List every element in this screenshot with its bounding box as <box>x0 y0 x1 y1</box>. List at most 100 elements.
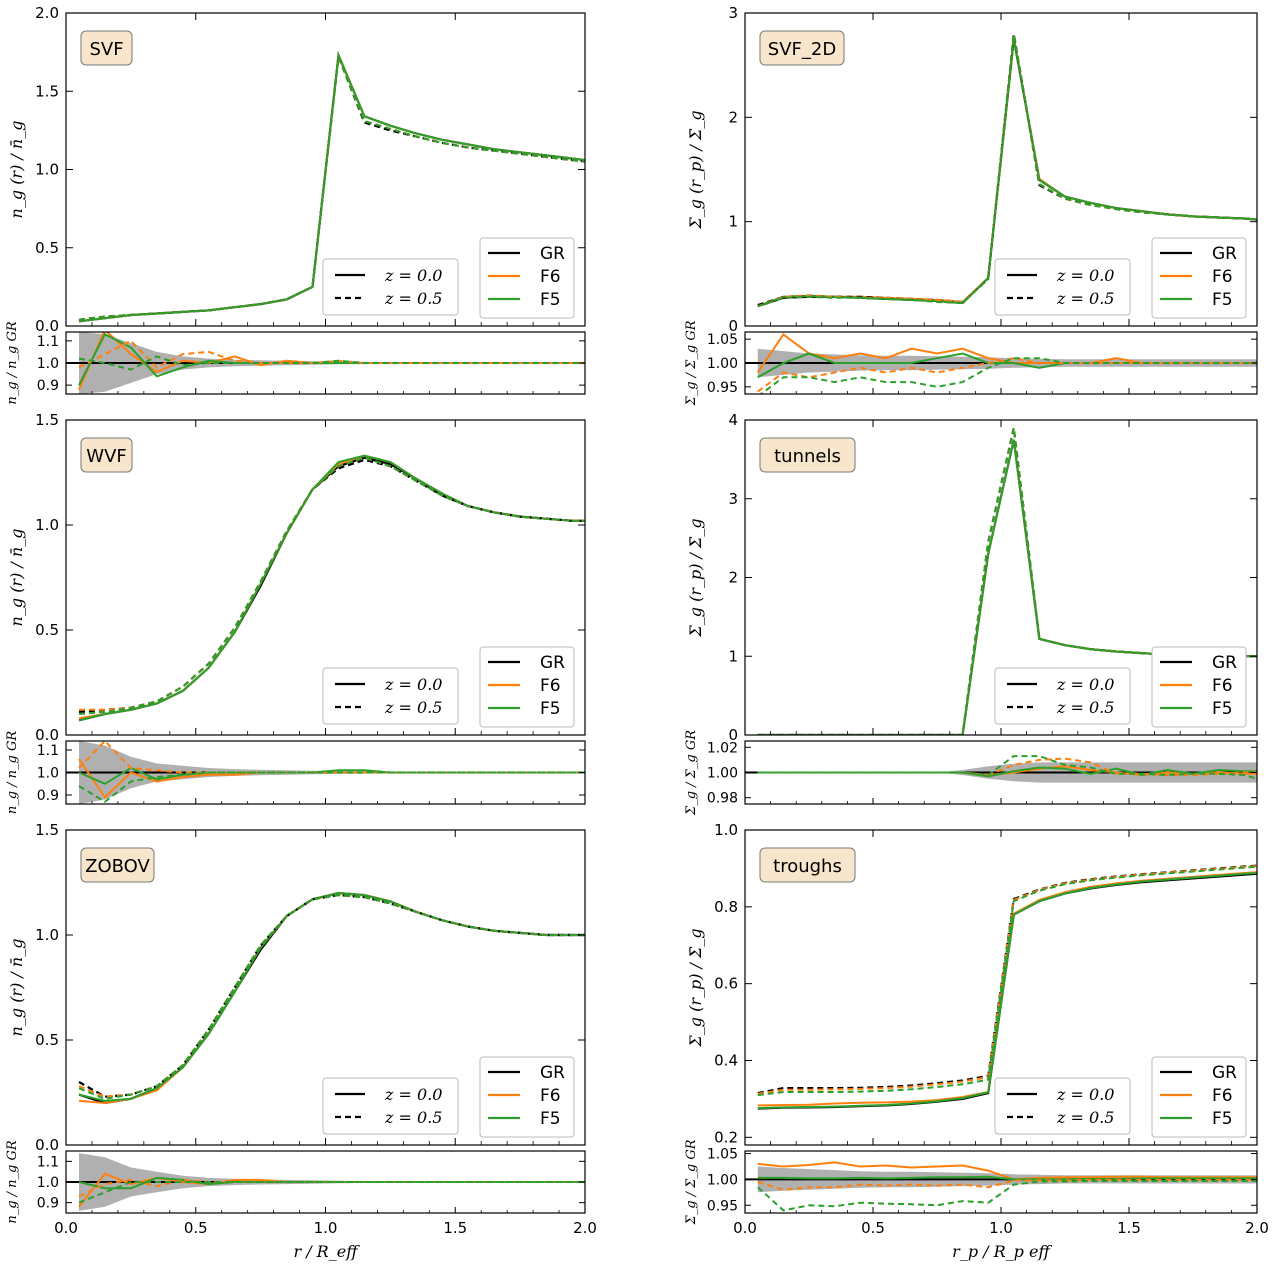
svg-text:ZOBOV: ZOBOV <box>85 856 150 877</box>
svg-text:Σ_g (r_p) / Σ̄_g: Σ_g (r_p) / Σ̄_g <box>686 110 705 229</box>
panel-label: SVF_2D <box>759 30 845 66</box>
svg-text:tunnels: tunnels <box>774 446 841 467</box>
series-line-f5-z05 <box>78 894 585 1100</box>
svg-text:Σ_g / Σ_g GR: Σ_g / Σ_g GR <box>684 1139 699 1225</box>
main-series <box>78 454 585 722</box>
legend-label: F5 <box>540 699 561 719</box>
series-line-f5-z05 <box>757 865 1257 1097</box>
svg-text:SVF: SVF <box>89 39 123 60</box>
y-tick-label: 1.5 <box>35 411 59 429</box>
y-tick-label: 0 <box>728 317 738 335</box>
y-tick-label: 1 <box>728 213 738 231</box>
y-axis-label: n_g (r) / n̄_g <box>7 529 26 627</box>
legend-label: z = 0.0 <box>1056 1085 1114 1104</box>
legend-label: F6 <box>1212 267 1233 287</box>
legend-label: z = 0.5 <box>1056 1108 1114 1127</box>
main-series <box>78 891 585 1105</box>
legend-label: z = 0.0 <box>1056 675 1114 694</box>
ratio-line-f5-z05 <box>757 1180 1257 1212</box>
x-tick-label: 0.5 <box>861 1219 885 1237</box>
svg-text:n_g / n_g GR: n_g / n_g GR <box>5 1140 20 1224</box>
x-tick-label: 2.0 <box>1245 1219 1269 1237</box>
ratio-y-tick-label: 0.9 <box>37 1196 59 1212</box>
ratio-y-tick-label: 0.95 <box>707 1198 738 1214</box>
ratio-y-tick-label: 1.00 <box>707 1172 738 1188</box>
legend-label: z = 0.5 <box>384 289 442 308</box>
ratio-y-tick-label: 0.9 <box>37 378 59 394</box>
y-tick-label: 1.5 <box>35 82 59 100</box>
svg-text:n_g (r) / n̄_g: n_g (r) / n̄_g <box>7 529 26 627</box>
ratio-y-tick-label: 1.05 <box>707 1147 738 1163</box>
ratio-line-f5-z05 <box>759 357 1257 394</box>
legend-label: GR <box>1212 1063 1237 1083</box>
x-axis-label: r / R_eff <box>293 1242 360 1261</box>
y-tick-label: 0.5 <box>35 1031 59 1049</box>
ratio-y-tick-label: 0.9 <box>37 788 59 804</box>
ratio-series <box>66 332 585 394</box>
y-tick-label: 0.5 <box>35 239 59 257</box>
ratio-y-axis-label: n_g / n_g GR <box>5 1140 20 1224</box>
y-tick-label: 0.2 <box>714 1128 738 1146</box>
panel-label: SVF <box>80 30 133 66</box>
svg-text:n_g (r) / n̄_g: n_g (r) / n̄_g <box>7 121 26 219</box>
ratio-line-f5-z05 <box>78 355 585 371</box>
legend-label: z = 0.0 <box>384 266 442 285</box>
x-tick-label: 2.0 <box>573 1219 597 1237</box>
series-line-f5-z05 <box>757 33 1257 308</box>
ratio-series <box>745 1161 1257 1212</box>
ratio-y-tick-label: 1.1 <box>37 743 59 759</box>
y-tick-label: 1.0 <box>714 821 738 839</box>
legend-models: GR F6 F5 <box>1151 646 1247 728</box>
legend-models: GR F6 F5 <box>1151 1056 1247 1138</box>
legend-label: F6 <box>540 267 561 287</box>
ratio-y-axis-label: n_g / n_g GR <box>5 321 20 405</box>
ratio-series <box>66 1153 585 1211</box>
y-tick-label: 0.6 <box>714 975 738 993</box>
panel-zobov: 0.0 0.5 1.0 1.5 n_g (r) / n̄_g ZOBOV GR F6 F5 z =… <box>5 821 597 1261</box>
y-tick-label: 0.0 <box>35 726 59 744</box>
ratio-line-f6-z05 <box>757 357 1257 393</box>
ratio-y-axis-label: Σ_g / Σ_g GR <box>684 730 699 816</box>
legend-label: z = 0.0 <box>384 675 442 694</box>
ratio-y-axis-label: Σ_g / Σ_g GR <box>684 320 699 406</box>
y-tick-label: 2 <box>728 108 738 126</box>
ratio-y-axis-label: n_g / n_g GR <box>5 731 20 815</box>
y-tick-label: 0.4 <box>714 1051 738 1069</box>
y-tick-label: 3 <box>728 490 738 508</box>
x-tick-label: 1.5 <box>443 1219 467 1237</box>
main-series <box>78 51 585 323</box>
svg-text:troughs: troughs <box>773 856 842 877</box>
x-tick-label: 0.0 <box>733 1219 757 1237</box>
y-axis-label: n_g (r) / n̄_g <box>7 939 26 1037</box>
legend-label: F6 <box>1212 676 1233 696</box>
y-tick-label: 0.5 <box>35 621 59 639</box>
svg-text:SVF_2D: SVF_2D <box>768 39 836 60</box>
svg-text:n_g / n_g GR: n_g / n_g GR <box>5 731 20 815</box>
ratio-series <box>66 741 585 804</box>
legend-label: z = 0.5 <box>384 1108 442 1127</box>
ratio-y-tick-label: 1.02 <box>707 740 738 756</box>
ratio-line-f5-z05 <box>78 1181 585 1204</box>
y-tick-label: 1.5 <box>35 821 59 839</box>
x-tick-label: 1.0 <box>989 1219 1013 1237</box>
y-axis-label: Σ_g (r_p) / Σ̄_g <box>686 518 705 637</box>
legend-label: z = 0.5 <box>1056 289 1114 308</box>
series-line-gr-z05 <box>78 56 585 321</box>
ratio-y-tick-label: 0.95 <box>707 380 738 396</box>
y-axis-label: Σ_g (r_p) / Σ̄_g <box>686 928 705 1047</box>
series-line-f5-z00 <box>757 872 1257 1110</box>
y-tick-label: 0.8 <box>714 898 738 916</box>
legend-label: GR <box>540 1063 565 1083</box>
svg-text:Σ_g (r_p) / Σ̄_g: Σ_g (r_p) / Σ̄_g <box>686 928 705 1047</box>
ratio-y-tick-label: 1.0 <box>37 356 59 372</box>
panel-label: troughs <box>759 847 856 883</box>
legend-label: F5 <box>540 1109 561 1129</box>
legend-label: F6 <box>1212 1086 1233 1106</box>
ratio-line-f5-z05 <box>757 755 1257 780</box>
legend-label: GR <box>540 653 565 673</box>
y-tick-label: 0 <box>728 726 738 744</box>
panel-svf: 0.0 0.5 1.0 1.5 2.0 n_g (r) / n̄_g SVF GR F6 F5 z … <box>5 4 586 405</box>
x-tick-label: 0.0 <box>54 1219 78 1237</box>
